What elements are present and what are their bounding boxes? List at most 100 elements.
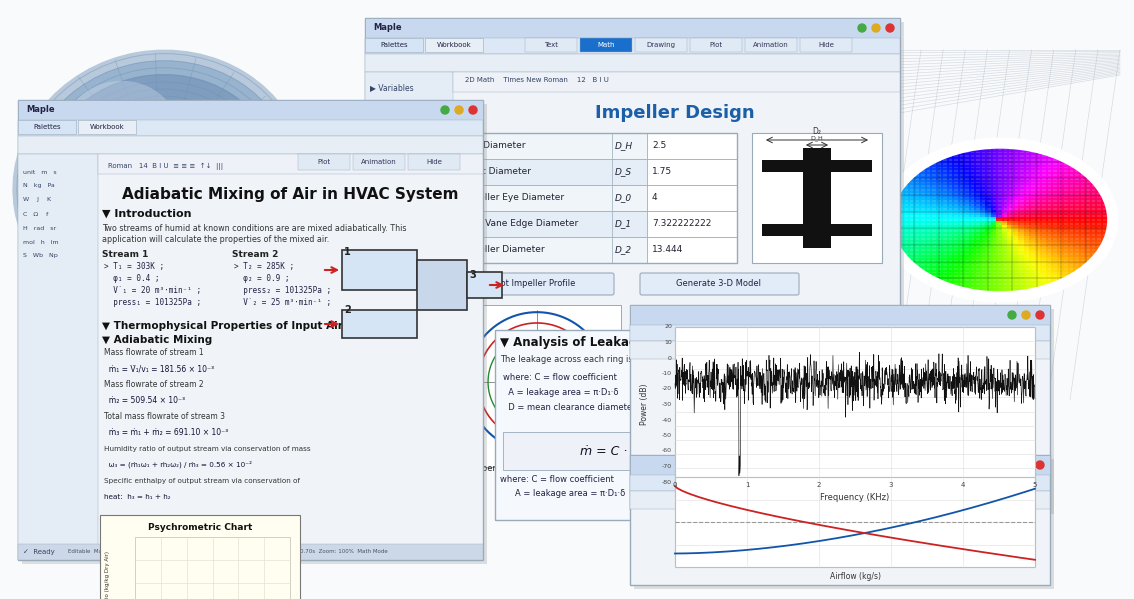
Bar [930,168,938,174]
Bar [903,213,911,219]
Bar [1073,213,1081,219]
Bar [903,236,911,241]
Ellipse shape [61,81,179,189]
Bar [1034,168,1042,174]
Bar [997,288,1004,294]
Text: Plot Impeller Profile: Plot Impeller Profile [493,280,575,289]
Bar [18,100,483,120]
Bar [1030,161,1036,167]
Text: ▼ Thermophysical Properties of Input Air Streams: ▼ Thermophysical Properties of Input Air… [102,321,396,331]
Bar [1095,240,1102,246]
Bar [1034,228,1042,234]
Bar [1084,262,1092,268]
Bar [1013,288,1021,294]
Bar [985,191,992,196]
Bar [1073,198,1081,204]
Bar [997,206,1004,211]
Bar [1068,198,1075,204]
Bar [991,157,998,163]
Bar [963,285,971,291]
Bar [985,150,992,155]
Text: A = leakage area = π·D₁·δ: A = leakage area = π·D₁·δ [515,489,625,498]
Bar [941,221,949,226]
Bar [941,266,949,271]
Bar [974,281,982,287]
Bar [958,281,965,287]
Bar [920,183,926,189]
Bar [1046,221,1053,226]
Bar [924,251,932,256]
Bar [980,198,988,204]
Bar [1013,150,1021,155]
Bar [1046,206,1053,211]
Circle shape [689,364,726,400]
Text: ▼ Introduction: ▼ Introduction [102,209,192,219]
Bar [980,236,988,241]
Bar [980,285,988,291]
Bar [908,236,916,241]
Bar [924,247,932,253]
Bar [936,157,943,163]
Bar [897,251,905,256]
Bar [968,262,976,268]
Text: 0: 0 [535,381,539,386]
Bar [968,172,976,178]
Bar [974,195,982,201]
Bar [1057,266,1064,271]
Bar [891,210,899,216]
Bar [985,281,992,287]
Bar [1057,161,1064,167]
Bar [953,262,959,268]
Bar [1001,236,1009,241]
Text: 0: 0 [672,482,677,488]
Bar [1090,202,1098,208]
Circle shape [441,106,449,114]
Bar [1013,157,1021,163]
Bar [963,236,971,241]
Bar [1084,183,1092,189]
Bar [997,281,1004,287]
Bar [1051,243,1059,249]
Bar [1024,225,1031,231]
Bar [963,202,971,208]
Bar [897,210,905,216]
Bar [953,161,959,167]
Bar [958,157,965,163]
Bar [997,243,1004,249]
Bar [1024,180,1031,185]
Bar [1090,243,1098,249]
Bar [947,161,954,167]
Bar [1040,195,1048,201]
Bar [1101,217,1108,223]
Bar [1001,217,1009,223]
Bar [1013,225,1021,231]
Text: 10: 10 [665,340,672,345]
Bar [1007,277,1015,283]
Bar [903,210,911,216]
Bar [930,198,938,204]
Bar [1034,225,1042,231]
Bar [974,202,982,208]
Bar [930,255,938,261]
Bar [1034,285,1042,291]
Bar [997,180,1004,185]
Bar [963,168,971,174]
Bar [1068,176,1075,181]
Bar [1046,183,1053,189]
Bar [1040,228,1048,234]
Bar [974,232,982,238]
Bar [1001,262,1009,268]
Bar [1084,258,1092,264]
Bar [980,150,988,155]
Bar [1063,183,1069,189]
Bar [936,247,943,253]
Bar [1068,210,1075,216]
Bar [612,185,648,211]
Bar [1046,251,1053,256]
Bar [1068,258,1075,264]
Bar [1057,251,1064,256]
Bar [930,225,938,231]
Bar [968,221,976,226]
Bar [1084,202,1092,208]
Bar [924,243,932,249]
